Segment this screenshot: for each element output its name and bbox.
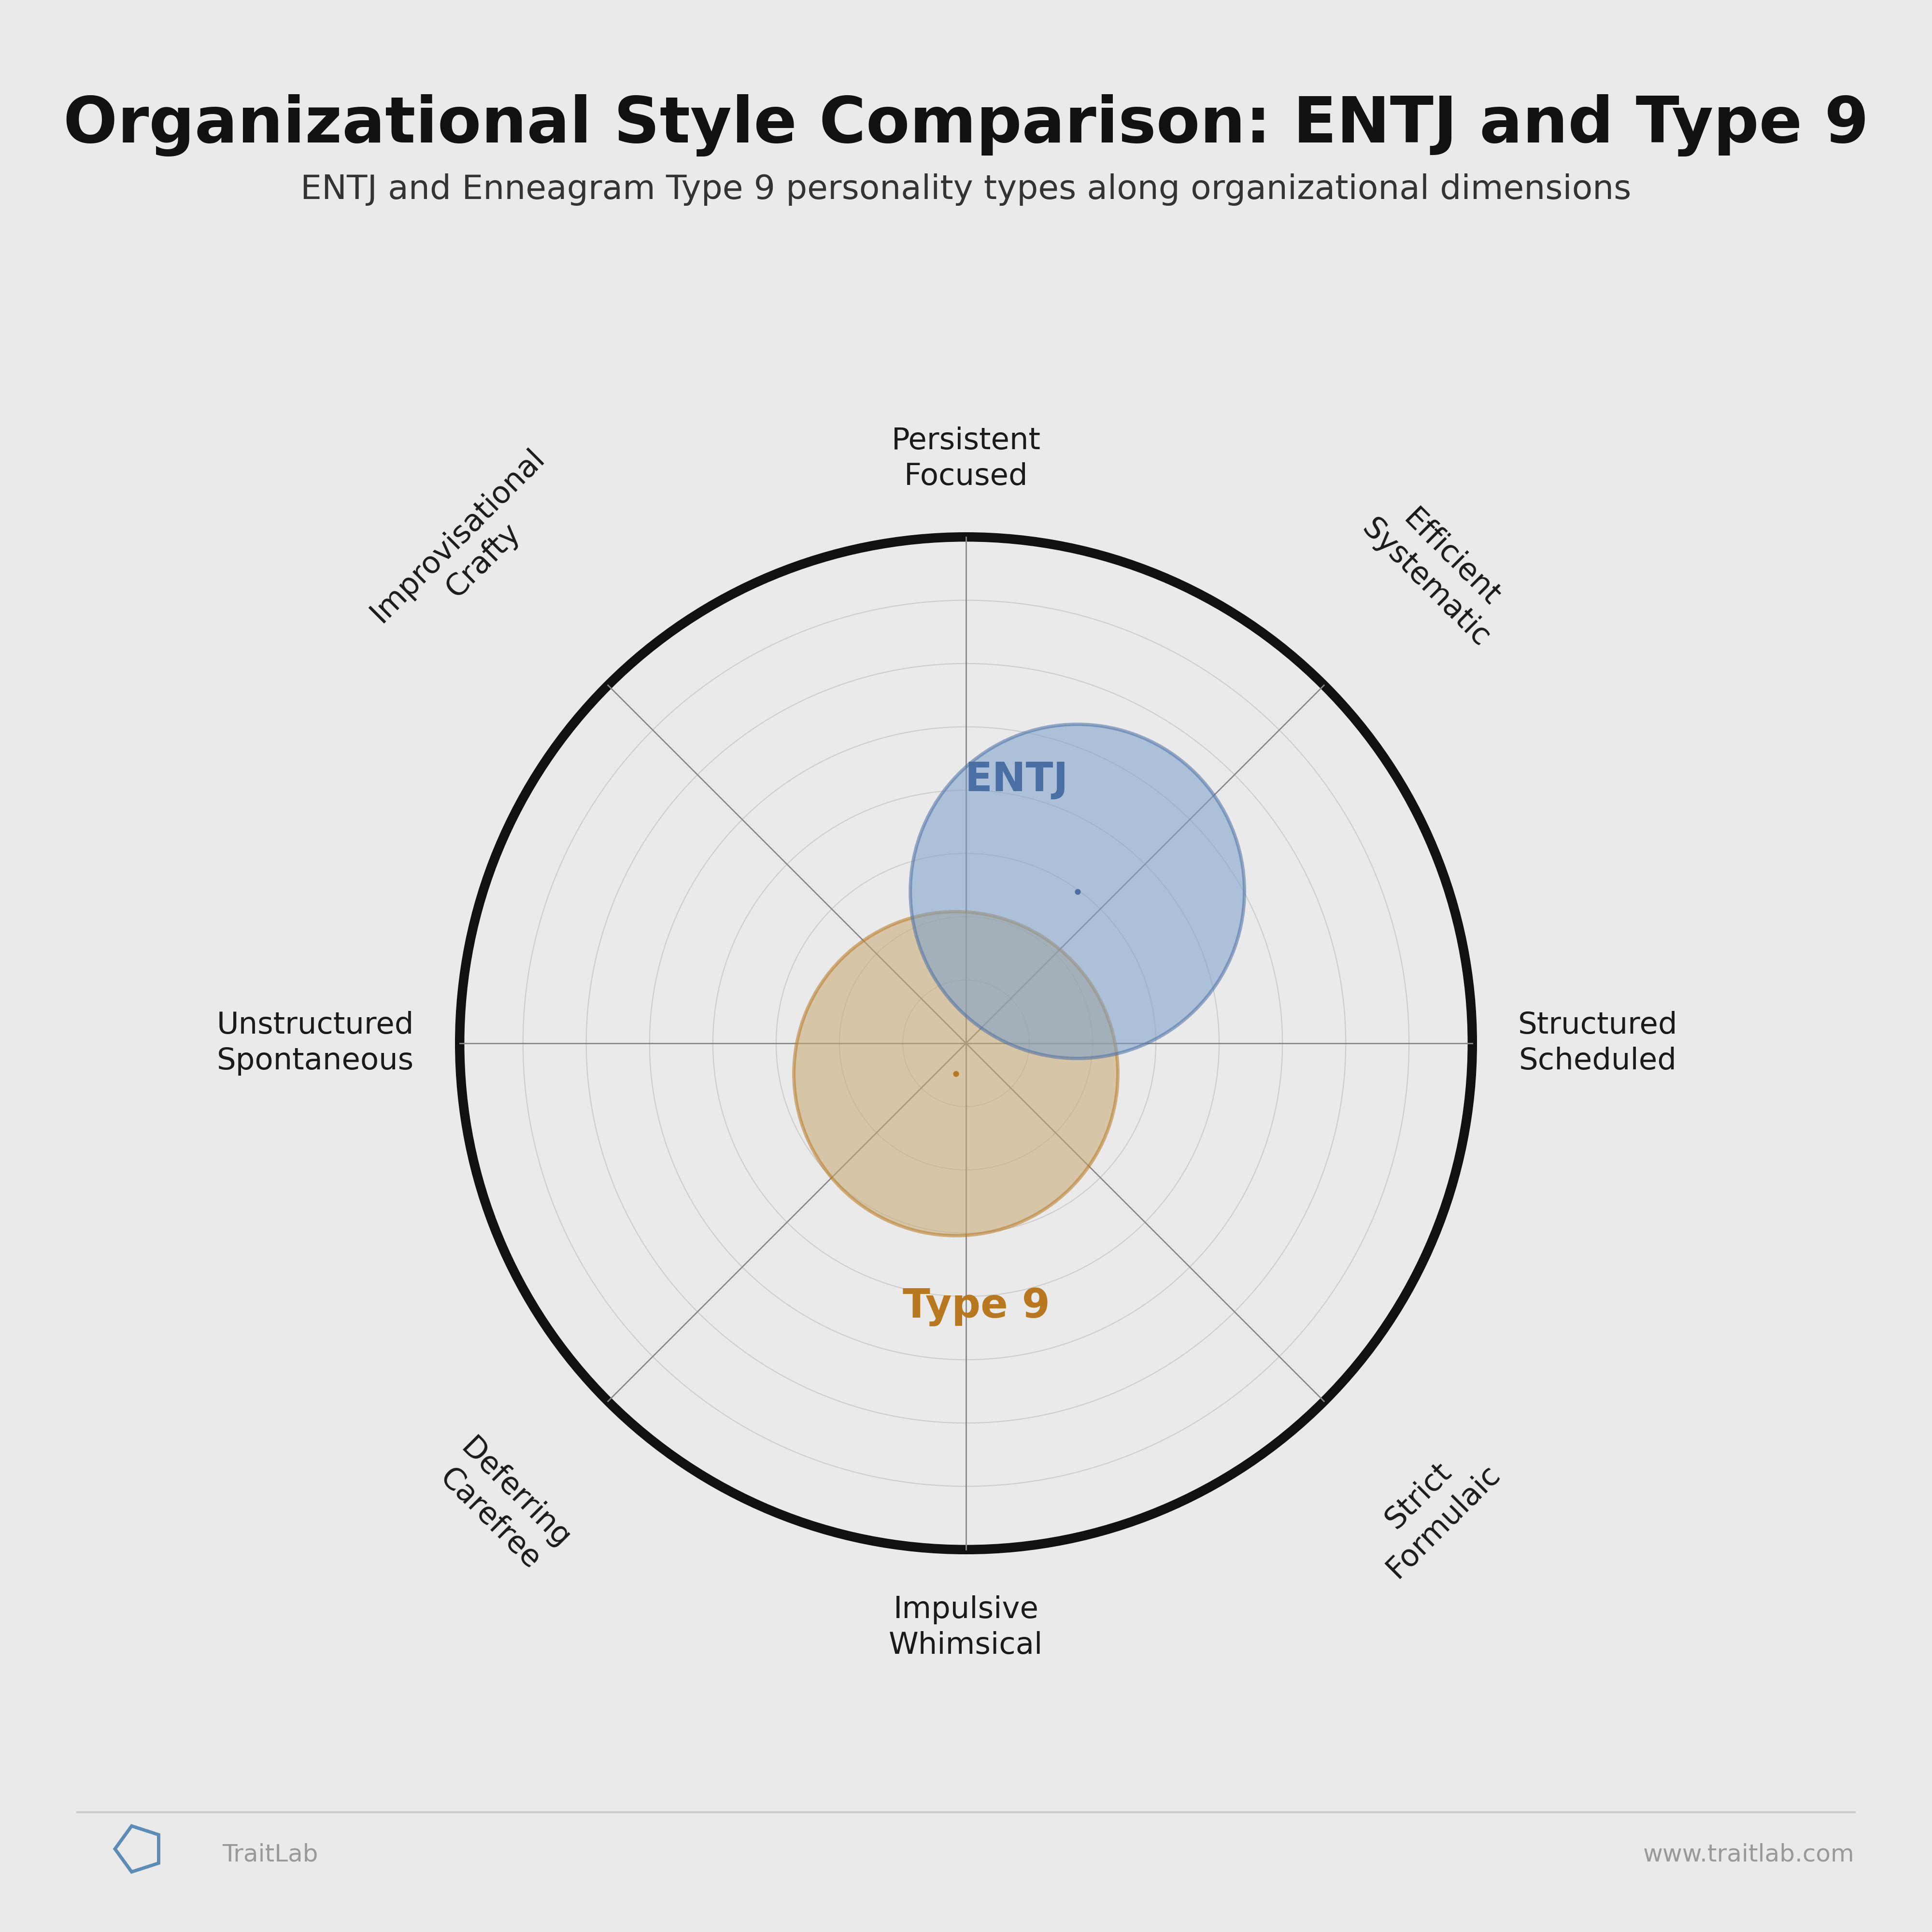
Point (941, 1059, 972, 1090)
Text: ENTJ: ENTJ (964, 761, 1068, 800)
Text: Unstructured
Spontaneous: Unstructured Spontaneous (216, 1010, 413, 1076)
Text: TraitLab: TraitLab (222, 1843, 319, 1866)
Text: Organizational Style Comparison: ENTJ and Type 9: Organizational Style Comparison: ENTJ an… (64, 95, 1868, 156)
Circle shape (910, 724, 1244, 1059)
Text: Impulsive
Whimsical: Impulsive Whimsical (889, 1596, 1043, 1660)
Text: Improvisational
Crafty: Improvisational Crafty (365, 442, 576, 653)
Text: www.traitlab.com: www.traitlab.com (1644, 1843, 1855, 1866)
Text: Type 9: Type 9 (902, 1287, 1049, 1325)
Point (1063, 875, 1094, 906)
Text: Persistent
Focused: Persistent Focused (891, 427, 1041, 491)
Text: Strict
Formulaic: Strict Formulaic (1356, 1434, 1507, 1584)
Text: Efficient
Systematic: Efficient Systematic (1356, 489, 1520, 653)
Text: ENTJ and Enneagram Type 9 personality types along organizational dimensions: ENTJ and Enneagram Type 9 personality ty… (301, 174, 1631, 205)
Circle shape (794, 912, 1119, 1236)
Text: Deferring
Carefree: Deferring Carefree (429, 1434, 576, 1580)
Text: Structured
Scheduled: Structured Scheduled (1519, 1010, 1677, 1076)
